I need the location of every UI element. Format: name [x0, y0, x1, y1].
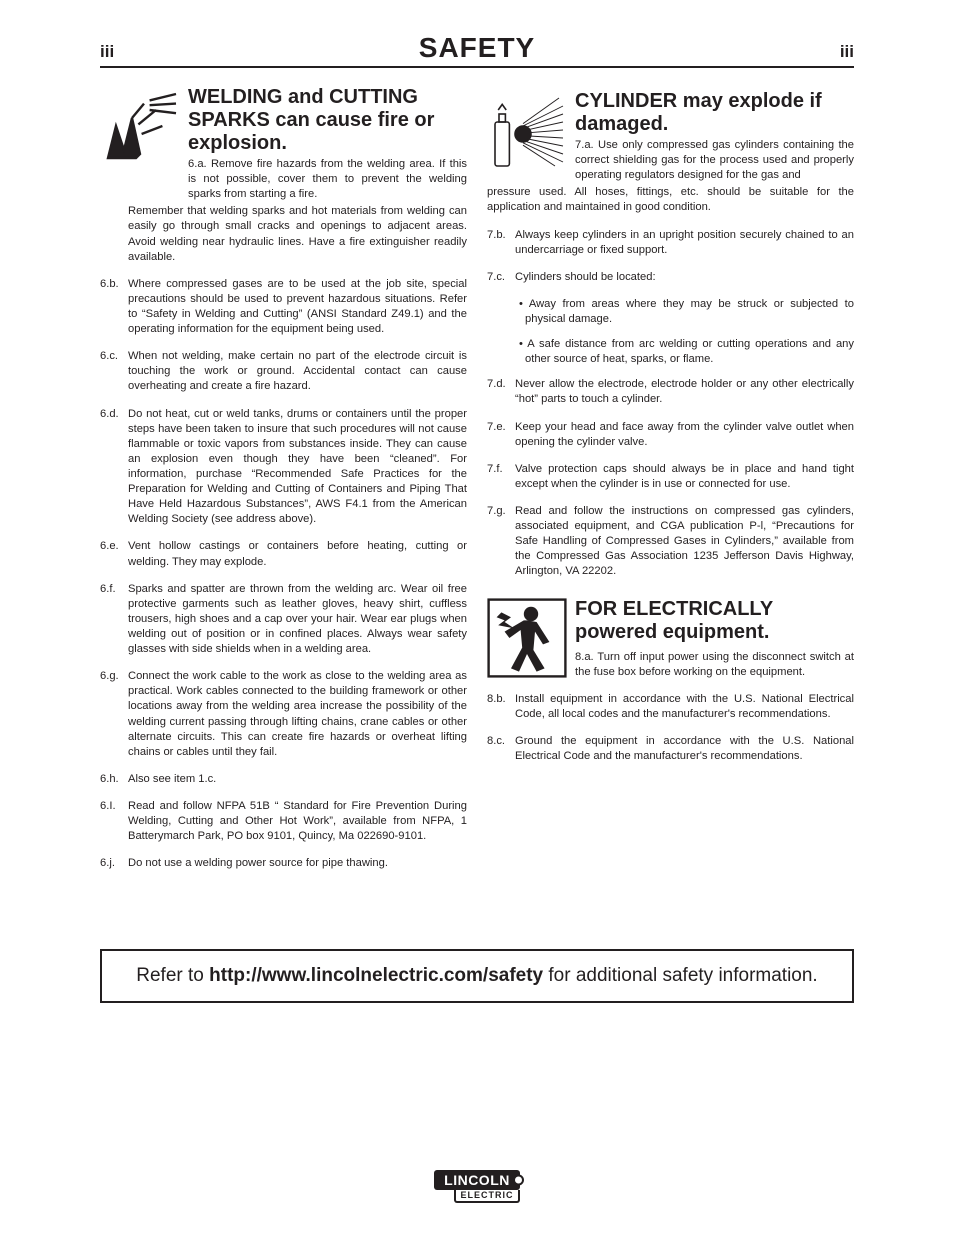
- list-item: 6.d.Do not heat, cut or weld tanks, drum…: [100, 407, 467, 528]
- sub-bullet: • A safe distance from arc welding or cu…: [525, 337, 854, 367]
- item-body: Read and follow the instructions on comp…: [515, 504, 854, 580]
- brand-bottom: ELECTRIC: [454, 1190, 520, 1203]
- list-item: 6.e.Vent hollow castings or containers b…: [100, 539, 467, 569]
- item-8a: 8.a. Turn off input power using the disc…: [575, 650, 854, 680]
- page-header: iii SAFETY iii: [100, 32, 854, 68]
- section-6-head: WELDING and CUTTING SPARKS can cause fir…: [100, 86, 467, 202]
- list-item: 6.g.Connect the work cable to the work a…: [100, 669, 467, 760]
- item-bullet: 8.c.: [487, 734, 515, 764]
- item-body: Vent hollow castings or containers befor…: [128, 539, 467, 569]
- list-item: 7.b.Always keep cylinders in an upright …: [487, 228, 854, 258]
- item-bullet: 7.f.: [487, 462, 515, 492]
- item-body: Connect the work cable to the work as cl…: [128, 669, 467, 760]
- list-item: 8.c.Ground the equipment in accordance w…: [487, 734, 854, 764]
- list-item: 6.f.Sparks and spatter are thrown from t…: [100, 582, 467, 658]
- item-bullet: 6.I.: [100, 799, 128, 844]
- item-bullet: 6.j.: [100, 856, 128, 871]
- footer-prefix: Refer to: [136, 965, 209, 986]
- item-body: Never allow the electrode, electrode hol…: [515, 377, 854, 407]
- section-7-title: CYLINDER may explode if damaged.: [575, 90, 854, 136]
- item-body: Also see item 1.c.: [128, 772, 467, 787]
- item-body: Read and follow NFPA 51B “ Standard for …: [128, 799, 467, 844]
- item-bullet: 6.d.: [100, 407, 128, 528]
- section-8-head: FOR ELECTRICALLY powered equipment. 8.a.…: [487, 598, 854, 680]
- item-bullet: 7.g.: [487, 504, 515, 580]
- page-title: SAFETY: [419, 32, 535, 64]
- right-column: CYLINDER may explode if damaged. 7.a. Us…: [487, 86, 854, 883]
- section-6-title: WELDING and CUTTING SPARKS can cause fir…: [188, 86, 467, 155]
- list-item: 6.j.Do not use a welding power source fo…: [100, 856, 467, 871]
- section-7-head: CYLINDER may explode if damaged. 7.a. Us…: [487, 90, 854, 183]
- item-body: Do not heat, cut or weld tanks, drums or…: [128, 407, 467, 528]
- sub-bullet: • Away from areas where they may be stru…: [525, 297, 854, 327]
- list-item: 6.c.When not welding, make certain no pa…: [100, 349, 467, 394]
- item-bullet: 6.e.: [100, 539, 128, 569]
- footer-suffix: for additional safety information.: [543, 965, 818, 986]
- item-bullet: 6.f.: [100, 582, 128, 658]
- list-item: 7.e.Keep your head and face away from th…: [487, 420, 854, 450]
- list-item: 6.h.Also see item 1.c.: [100, 772, 467, 787]
- list-item: 7.g.Read and follow the instructions on …: [487, 504, 854, 580]
- item-bullet: 6.g.: [100, 669, 128, 760]
- cylinder-explode-icon: [487, 90, 567, 170]
- list-item: 6.I.Read and follow NFPA 51B “ Standard …: [100, 799, 467, 844]
- section-8-title: FOR ELECTRICALLY powered equipment.: [575, 598, 854, 644]
- item-7a-part2: pressure used. All hoses, fittings, etc.…: [487, 185, 854, 215]
- item-body: Do not use a welding power source for pi…: [128, 856, 467, 871]
- list-item: 6.b.Where compressed gases are to be use…: [100, 277, 467, 337]
- brand-top: LINCOLN: [434, 1170, 520, 1190]
- item-6a-part2: Remember that welding sparks and hot mat…: [128, 204, 467, 264]
- item-7c: 7.c. Cylinders should be located:: [487, 270, 854, 285]
- item-body: Valve protection caps should always be i…: [515, 462, 854, 492]
- page-number-right: iii: [840, 42, 854, 62]
- item-bullet: 6.h.: [100, 772, 128, 787]
- lincoln-electric-logo: LINCOLN ELECTRIC: [434, 1170, 520, 1203]
- sparks-icon: [100, 86, 180, 166]
- item-bullet: 7.e.: [487, 420, 515, 450]
- item-body: Sparks and spatter are thrown from the w…: [128, 582, 467, 658]
- footer-banner: Refer to http://www.lincolnelectric.com/…: [100, 949, 854, 1003]
- page-number-left: iii: [100, 42, 114, 62]
- item-body: Install equipment in accordance with the…: [515, 692, 854, 722]
- item-body: Always keep cylinders in an upright posi…: [515, 228, 854, 258]
- item-bullet: 8.b.: [487, 692, 515, 722]
- footer-link[interactable]: http://www.lincolnelectric.com/safety: [209, 965, 543, 986]
- content-columns: WELDING and CUTTING SPARKS can cause fir…: [100, 86, 854, 883]
- list-item: 7.f.Valve protection caps should always …: [487, 462, 854, 492]
- item-bullet: 7.d.: [487, 377, 515, 407]
- list-item: 8.b.Install equipment in accordance with…: [487, 692, 854, 722]
- item-body: When not welding, make certain no part o…: [128, 349, 467, 394]
- item-body: Keep your head and face away from the cy…: [515, 420, 854, 450]
- list-item: 7.d.Never allow the electrode, electrode…: [487, 377, 854, 407]
- item-6a-part1: 6.a. Remove fire hazards from the weldin…: [188, 157, 467, 202]
- item-body: Where compressed gases are to be used at…: [128, 277, 467, 337]
- item-bullet: 7.b.: [487, 228, 515, 258]
- left-column: WELDING and CUTTING SPARKS can cause fir…: [100, 86, 467, 883]
- item-body: Ground the equipment in accordance with …: [515, 734, 854, 764]
- item-bullet: 6.c.: [100, 349, 128, 394]
- electric-shock-person-icon: [487, 598, 567, 678]
- item-7a-part1: 7.a. Use only compressed gas cylinders c…: [575, 138, 854, 183]
- item-bullet: 6.b.: [100, 277, 128, 337]
